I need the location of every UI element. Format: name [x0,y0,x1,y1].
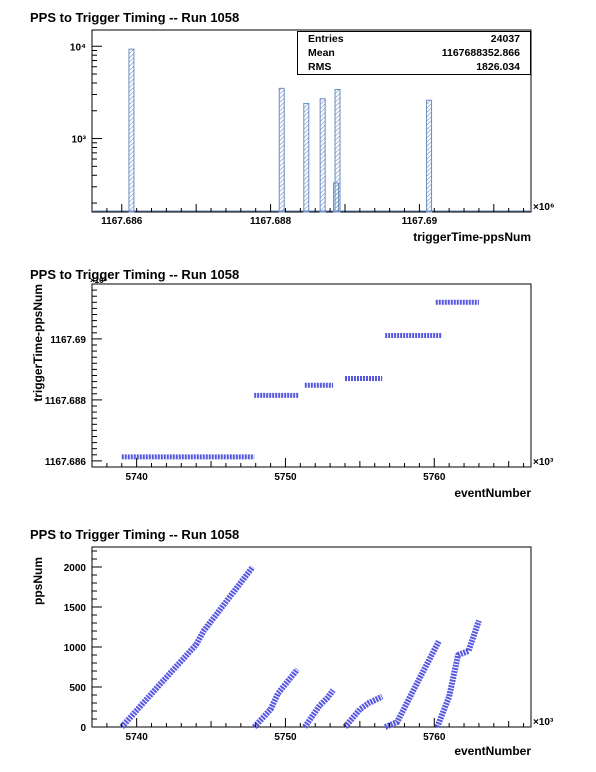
x-tick-label: 5760 [423,472,446,483]
histogram-frame [91,29,532,213]
y-tick-label: 0 [80,723,86,734]
y-tick-label: 1167.688 [45,396,87,407]
y-tick-label: 1500 [64,603,87,614]
y-tick-label: 1000 [64,643,87,654]
x-multiplier: ×10³ [533,457,554,468]
data-trace [342,693,384,729]
trigger-vs-event-panel: PPS to Trigger Timing -- Run 1058 5740 57… [0,257,596,515]
stats-entries-value: 24037 [490,33,520,45]
pps-vs-event-title: PPS to Trigger Timing -- Run 1058 [30,527,240,542]
stats-mean-row: Mean 1167688352.866 [308,47,520,61]
x-tick-label: 5760 [423,732,446,743]
trigger-vs-event-title: PPS to Trigger Timing -- Run 1058 [30,267,240,282]
stats-rms-row: RMS 1826.034 [308,61,520,75]
data-trace [302,688,336,729]
x-multiplier: ×10⁶ [533,202,555,213]
y-axis-title: ppsNum [31,557,45,605]
histogram-bar [319,98,326,213]
y-tick-label: 2000 [64,563,87,574]
x-tick-label: 5740 [126,732,149,743]
y-tick-label: 10³ [72,135,87,146]
stats-box: Entries 24037 Mean 1167688352.866 RMS 18… [297,31,531,75]
data-trace [252,667,300,730]
y-axis-title: triggerTime-ppsNum [31,284,45,402]
x-multiplier: ×10³ [533,717,554,728]
scatter-pps-frame [91,546,532,728]
histogram-title: PPS to Trigger Timing -- Run 1058 [30,10,240,25]
x-tick-label: 1167.686 [101,216,143,227]
histogram-bar [303,102,310,213]
stats-mean-label: Mean [308,47,335,59]
pps-vs-event-panel: PPS to Trigger Timing -- Run 1058 5740 57… [0,517,596,772]
x-tick-label: 5740 [126,472,149,483]
histogram-plot: 1167.686 1167.688 1167.69 ×10⁶ 10⁴ 10³ trigger… [70,29,555,244]
data-trace [384,640,442,730]
y-tick-label: 1167.686 [45,457,87,468]
scatter-trigger-frame [91,283,532,468]
histogram-panel: PPS to Trigger Timing -- Run 1058 1167.6… [0,0,596,255]
y-tick-label: 500 [69,683,86,694]
x-axis-title: eventNumber [454,486,531,500]
x-tick-label: 1167.688 [250,216,292,227]
histogram-bar [334,88,341,213]
x-axis-title: eventNumber [454,744,531,758]
histogram-bar [128,48,135,213]
y-tick-label: 1167.69 [50,335,86,346]
y-tick-label: 10⁴ [70,42,86,53]
x-tick-label: 5750 [274,472,297,483]
data-trace [119,565,256,729]
x-axis-title: triggerTime-ppsNum [413,230,531,244]
stats-rms-label: RMS [308,61,332,73]
stats-entries-row: Entries 24037 [308,33,520,47]
x-tick-label: 1167.69 [402,216,438,227]
x-tick-label: 5750 [274,732,297,743]
y-multiplier: ×10⁶ [90,276,108,285]
trigger-vs-event-plot: 5740 5750 5760 ×10³ 1167.686 1167.688 1167.69 ×… [31,276,554,500]
pps-vs-event-plot: 5740 5750 5760 ×10³ 0 500 1000 1500 2000 eventNum… [31,546,554,758]
stats-rms-value: 1826.034 [476,61,520,73]
histogram-bar [426,99,433,213]
data-trace [434,619,482,729]
stats-entries-label: Entries [308,33,344,45]
histogram-bar [278,87,285,213]
stats-mean-value: 1167688352.866 [441,47,520,59]
